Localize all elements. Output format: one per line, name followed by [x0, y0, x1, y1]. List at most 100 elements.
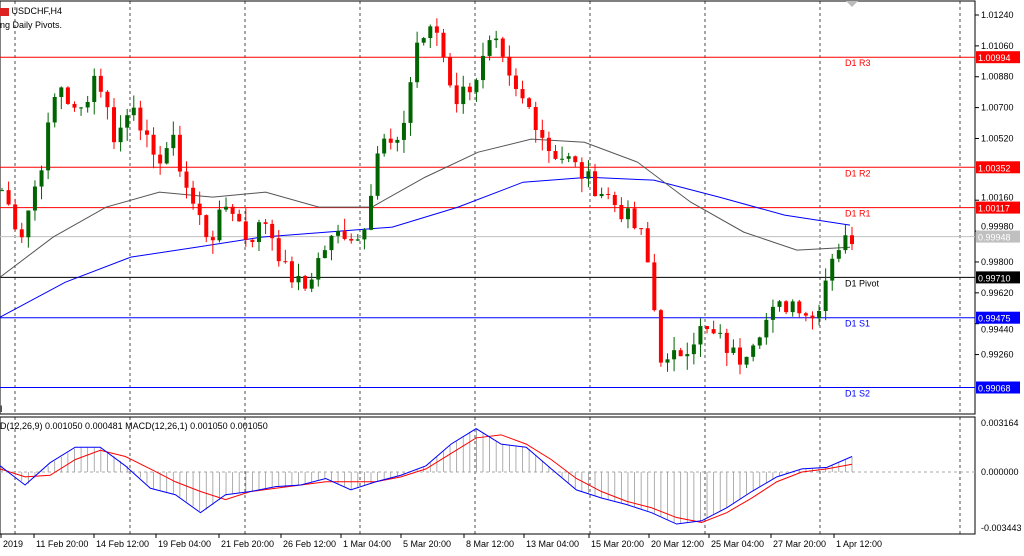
candle-body [401, 122, 406, 140]
candle-body [349, 238, 354, 241]
candle-body [85, 101, 90, 108]
candle-body [632, 208, 637, 229]
candle-body [263, 222, 268, 224]
text-cursor-icon: I [0, 404, 3, 414]
candle-body [797, 301, 802, 314]
candle-body [296, 275, 301, 283]
candle-body [744, 356, 749, 365]
candle-body [448, 57, 453, 86]
shift-marker-icon [846, 1, 858, 7]
candle-body [303, 275, 308, 289]
candle-body [92, 75, 97, 102]
time-tick-label: 15 Mar 20:00 [591, 539, 644, 549]
pivot-price-label: 0.99710 [978, 273, 1011, 283]
time-tick-label: 21 Feb 20:00 [221, 539, 274, 549]
pivot-label: D1 R2 [845, 168, 871, 178]
candle-body [810, 315, 815, 319]
macd-main-line [0, 428, 853, 525]
candle-body [316, 258, 321, 280]
pivot-label: D1 Pivot [845, 278, 880, 288]
price-tick-label: 1.00880 [981, 72, 1014, 82]
candle-body [19, 229, 24, 238]
time-tick-label: 8 Mar 12:00 [466, 539, 514, 549]
candle-body [579, 162, 584, 179]
candle-body [0, 190, 4, 192]
candle-body [803, 313, 808, 316]
price-tick-label: 1.01240 [981, 10, 1014, 20]
candle-body [224, 206, 229, 210]
candle-body [237, 213, 242, 222]
macd-label: D(12,26,9) 0.001050 0.000481 MACD(12,26,… [0, 421, 268, 431]
pivot-price-tag [976, 381, 1020, 394]
candle-body [513, 75, 518, 90]
candle-body [289, 261, 294, 283]
candle-body [843, 235, 848, 251]
candle-body [112, 107, 117, 143]
price-tick-label: 0.99800 [981, 257, 1014, 267]
candle-body [593, 171, 598, 197]
candle-body [612, 195, 617, 205]
candle-body [751, 345, 756, 357]
candle-body [428, 26, 433, 39]
candle-body [784, 301, 789, 313]
candle-body [599, 193, 604, 197]
candle-body [777, 301, 782, 307]
candle-body [685, 354, 690, 357]
candle-body [494, 38, 499, 41]
candle-body [540, 130, 545, 138]
time-tick-label: 25 Mar 04:00 [711, 539, 764, 549]
candle-body [79, 107, 84, 109]
time-tick-label: 27 Mar 20:00 [773, 539, 826, 549]
candle-body [645, 228, 650, 263]
candle-body [850, 235, 854, 245]
candle-body [770, 306, 775, 320]
pivot-label: D1 S1 [845, 319, 870, 329]
candle-body [342, 231, 347, 239]
candle-body [487, 40, 492, 56]
candle-body [415, 42, 420, 83]
candle-body [421, 38, 426, 43]
candle-body [461, 86, 466, 105]
candle-body [573, 156, 578, 163]
pivot-price-label: 1.00994 [978, 53, 1011, 63]
pivot-price-label: 0.99475 [978, 314, 1011, 324]
candle-body [151, 134, 156, 155]
candle-body [26, 210, 31, 238]
candle-body [329, 235, 334, 251]
candle-body [98, 75, 103, 92]
candle-body [553, 151, 558, 159]
macd-tick-label: 0.000000 [981, 467, 1019, 477]
candle-body [250, 239, 255, 243]
price-tick-label: 0.99260 [981, 350, 1014, 360]
candle-body [184, 171, 189, 188]
candle-body [606, 193, 611, 196]
candle-body [52, 97, 57, 123]
candle-body [823, 280, 828, 311]
candle-body [817, 310, 822, 319]
candle-body [362, 229, 367, 240]
candle-body [197, 203, 202, 216]
candle-body [230, 206, 235, 214]
candle-body [481, 55, 486, 81]
candle-body [256, 222, 261, 243]
candle-body [731, 347, 736, 353]
candle-body [678, 350, 683, 357]
candle-body [830, 258, 835, 281]
candle-body [191, 187, 196, 204]
macd-tick-label: -0.003443 [981, 523, 1022, 533]
candle-body [560, 158, 565, 160]
ma-slow-line [0, 176, 851, 318]
candle-body [105, 91, 110, 108]
candle-body [672, 350, 677, 360]
candle-body [566, 156, 571, 159]
pivot-label: D1 R1 [845, 209, 871, 219]
candle-body [737, 347, 742, 365]
chart-icon [0, 7, 9, 16]
candle-body [474, 80, 479, 93]
pivot-price-tag [976, 201, 1020, 214]
ma-fast-line [0, 138, 851, 278]
candle-body [368, 195, 373, 230]
pivot-label: D1 R3 [845, 58, 871, 68]
